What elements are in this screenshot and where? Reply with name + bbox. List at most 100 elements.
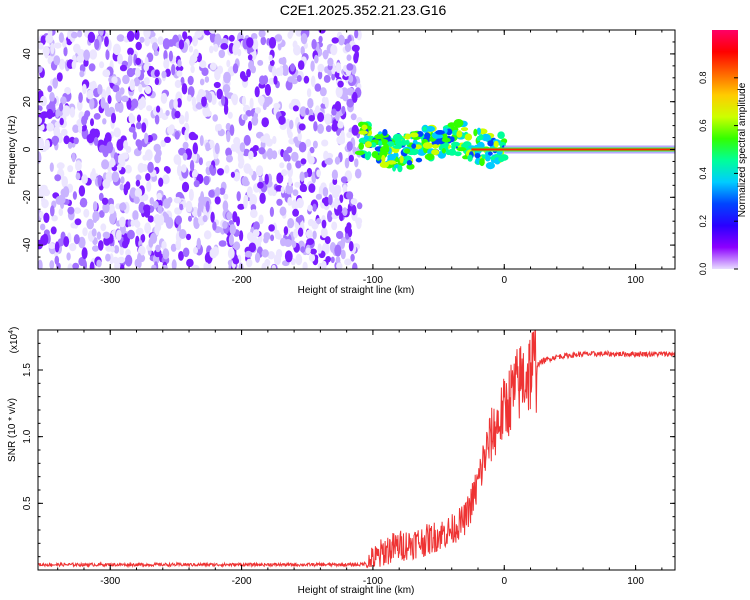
spectrogram-blob (386, 160, 397, 165)
colorbar-label: Normalized spectral amplitude (737, 82, 748, 217)
spectrogram-blob (307, 204, 313, 212)
spectrogram-blob (331, 108, 337, 116)
spectrogram-blob (279, 162, 285, 169)
spectrogram-blob (334, 156, 341, 165)
spectrogram-blob (104, 36, 109, 47)
spectrogram-blob (46, 108, 54, 120)
spectrogram-blob (299, 106, 307, 117)
spectrogram-blob (105, 49, 110, 61)
spectrogram-blob (226, 59, 231, 68)
spectrogram-blob (348, 74, 354, 83)
spectrogram-blob (69, 243, 77, 252)
spectrogram-blob (186, 94, 192, 102)
spectrogram-blob (223, 103, 229, 115)
spectrogram-blob (48, 243, 56, 249)
spectrogram-blob (67, 206, 75, 215)
spectrogram-blob (102, 231, 111, 239)
spectrogram-blob (432, 144, 439, 149)
spectrogram-blob (290, 63, 295, 72)
spectrogram-blob (238, 262, 244, 269)
spectrogram-blob (282, 150, 289, 162)
spectrogram-blob (128, 114, 136, 124)
multiplier-exponent: 4 (8, 330, 15, 334)
spectrogram-blob (75, 160, 82, 172)
spectrogram-blob (125, 249, 131, 257)
spectrogram-blob (246, 258, 253, 268)
spectrogram-blob (158, 214, 165, 226)
spectrogram-blob (156, 105, 161, 113)
spectrogram-blob (281, 56, 287, 66)
spectrogram-blob (77, 30, 83, 38)
spectrogram-blob (297, 132, 302, 142)
spectrogram-blob (120, 176, 125, 184)
spectrogram-blob (144, 207, 151, 218)
spectrogram-blob (214, 187, 221, 197)
spectrogram-blob (485, 162, 495, 170)
spectrogram-blob (250, 33, 258, 41)
spectrogram-blob (346, 87, 355, 96)
spectrogram-blob (264, 97, 271, 108)
spectrogram-blob (78, 256, 87, 267)
spectrogram-blob (143, 30, 151, 39)
spectrogram-blob (211, 94, 217, 106)
spectrogram-blob (63, 46, 68, 57)
spectrogram-blob (336, 230, 344, 240)
spectrogram-blob (48, 101, 56, 111)
spectrogram-blob (56, 162, 65, 170)
spectrogram-blob (137, 245, 146, 256)
spectrogram-blob (330, 44, 338, 56)
spectrogram-blob (104, 108, 113, 117)
spectrogram-blob (49, 162, 54, 172)
spectrogram-blob (145, 173, 151, 181)
spectrogram-blob (221, 95, 226, 106)
spectrogram-blob (120, 264, 125, 269)
spectrogram-blob (351, 124, 359, 136)
spectrogram-blob (40, 184, 48, 192)
spectrogram-blob (361, 124, 368, 131)
spectrogram-blob (144, 132, 149, 144)
spectrogram-blob (38, 151, 42, 163)
spectrogram-blob (216, 88, 223, 100)
spectrogram-blob (246, 37, 254, 48)
spectrogram-blob (328, 194, 333, 206)
spectrogram-blob (493, 140, 499, 148)
spectrogram-blob (185, 200, 193, 213)
spectrogram-blob (119, 216, 126, 228)
spectrogram-blob (295, 160, 302, 169)
spectrogram-blob (203, 230, 212, 240)
spectrogram-blob (317, 243, 322, 254)
top-x-axis-label: Height of straight line (km) (298, 285, 415, 296)
spectrogram-blob (350, 113, 357, 121)
spectrogram-blob (291, 151, 299, 162)
spectrogram-blob (292, 105, 299, 112)
spectrogram-blob (161, 240, 167, 251)
spectrogram-blob (104, 132, 112, 144)
spectrogram-blob (435, 130, 445, 135)
spectrogram-blob (78, 185, 86, 197)
spectrogram-blob (109, 213, 116, 225)
spectrogram-blob (374, 134, 384, 140)
x-tick-label: -100 (363, 576, 383, 587)
spectrogram-blob (196, 237, 201, 250)
spectrogram-blob (263, 236, 269, 244)
spectrogram-blob (292, 189, 299, 197)
spectrogram-blob (322, 187, 329, 197)
spectrogram-blob (84, 110, 91, 118)
spectrogram-blob (132, 131, 137, 140)
spectrogram-blob (279, 123, 287, 130)
spectrogram-blob (47, 85, 53, 93)
spectrogram-blob (474, 153, 481, 159)
spectrogram-blob (364, 141, 372, 148)
spectrogram-blob (341, 105, 346, 115)
spectrogram-blob (128, 126, 136, 133)
spectrogram-blob (63, 135, 70, 145)
spectrogram-blob (299, 171, 305, 182)
spectrogram-blob (144, 56, 149, 68)
spectrogram-blob (327, 57, 334, 67)
spectrogram-blob (236, 216, 240, 227)
spectrogram-blob (291, 240, 297, 248)
spectrogram-blob (258, 30, 266, 38)
spectrogram-blob (257, 95, 265, 105)
